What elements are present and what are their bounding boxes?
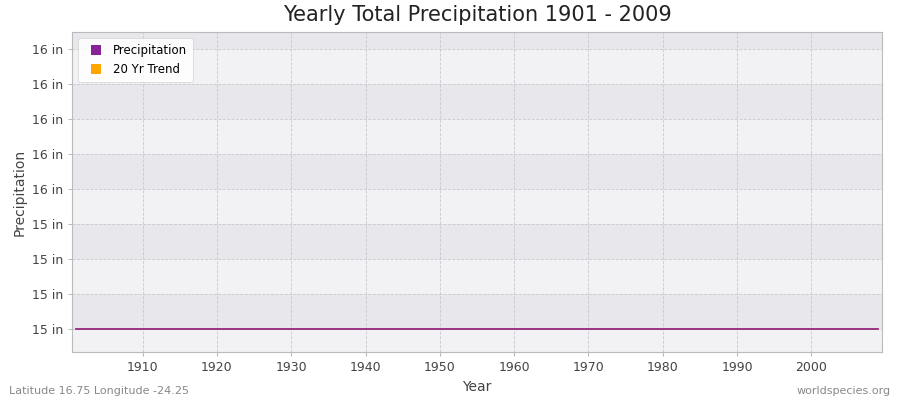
Bar bbox=[72, 189, 882, 224]
Bar bbox=[72, 32, 882, 49]
Bar bbox=[72, 259, 882, 294]
Bar bbox=[72, 224, 882, 259]
Text: Latitude 16.75 Longitude -24.25: Latitude 16.75 Longitude -24.25 bbox=[9, 386, 189, 396]
Bar bbox=[72, 329, 882, 352]
Legend: Precipitation, 20 Yr Trend: Precipitation, 20 Yr Trend bbox=[78, 38, 194, 82]
Bar bbox=[72, 119, 882, 154]
Bar bbox=[72, 294, 882, 329]
Y-axis label: Precipitation: Precipitation bbox=[13, 148, 26, 236]
Bar bbox=[72, 154, 882, 189]
X-axis label: Year: Year bbox=[463, 380, 491, 394]
Title: Yearly Total Precipitation 1901 - 2009: Yearly Total Precipitation 1901 - 2009 bbox=[283, 5, 671, 25]
Bar bbox=[72, 49, 882, 84]
Text: worldspecies.org: worldspecies.org bbox=[796, 386, 891, 396]
Bar bbox=[72, 84, 882, 119]
